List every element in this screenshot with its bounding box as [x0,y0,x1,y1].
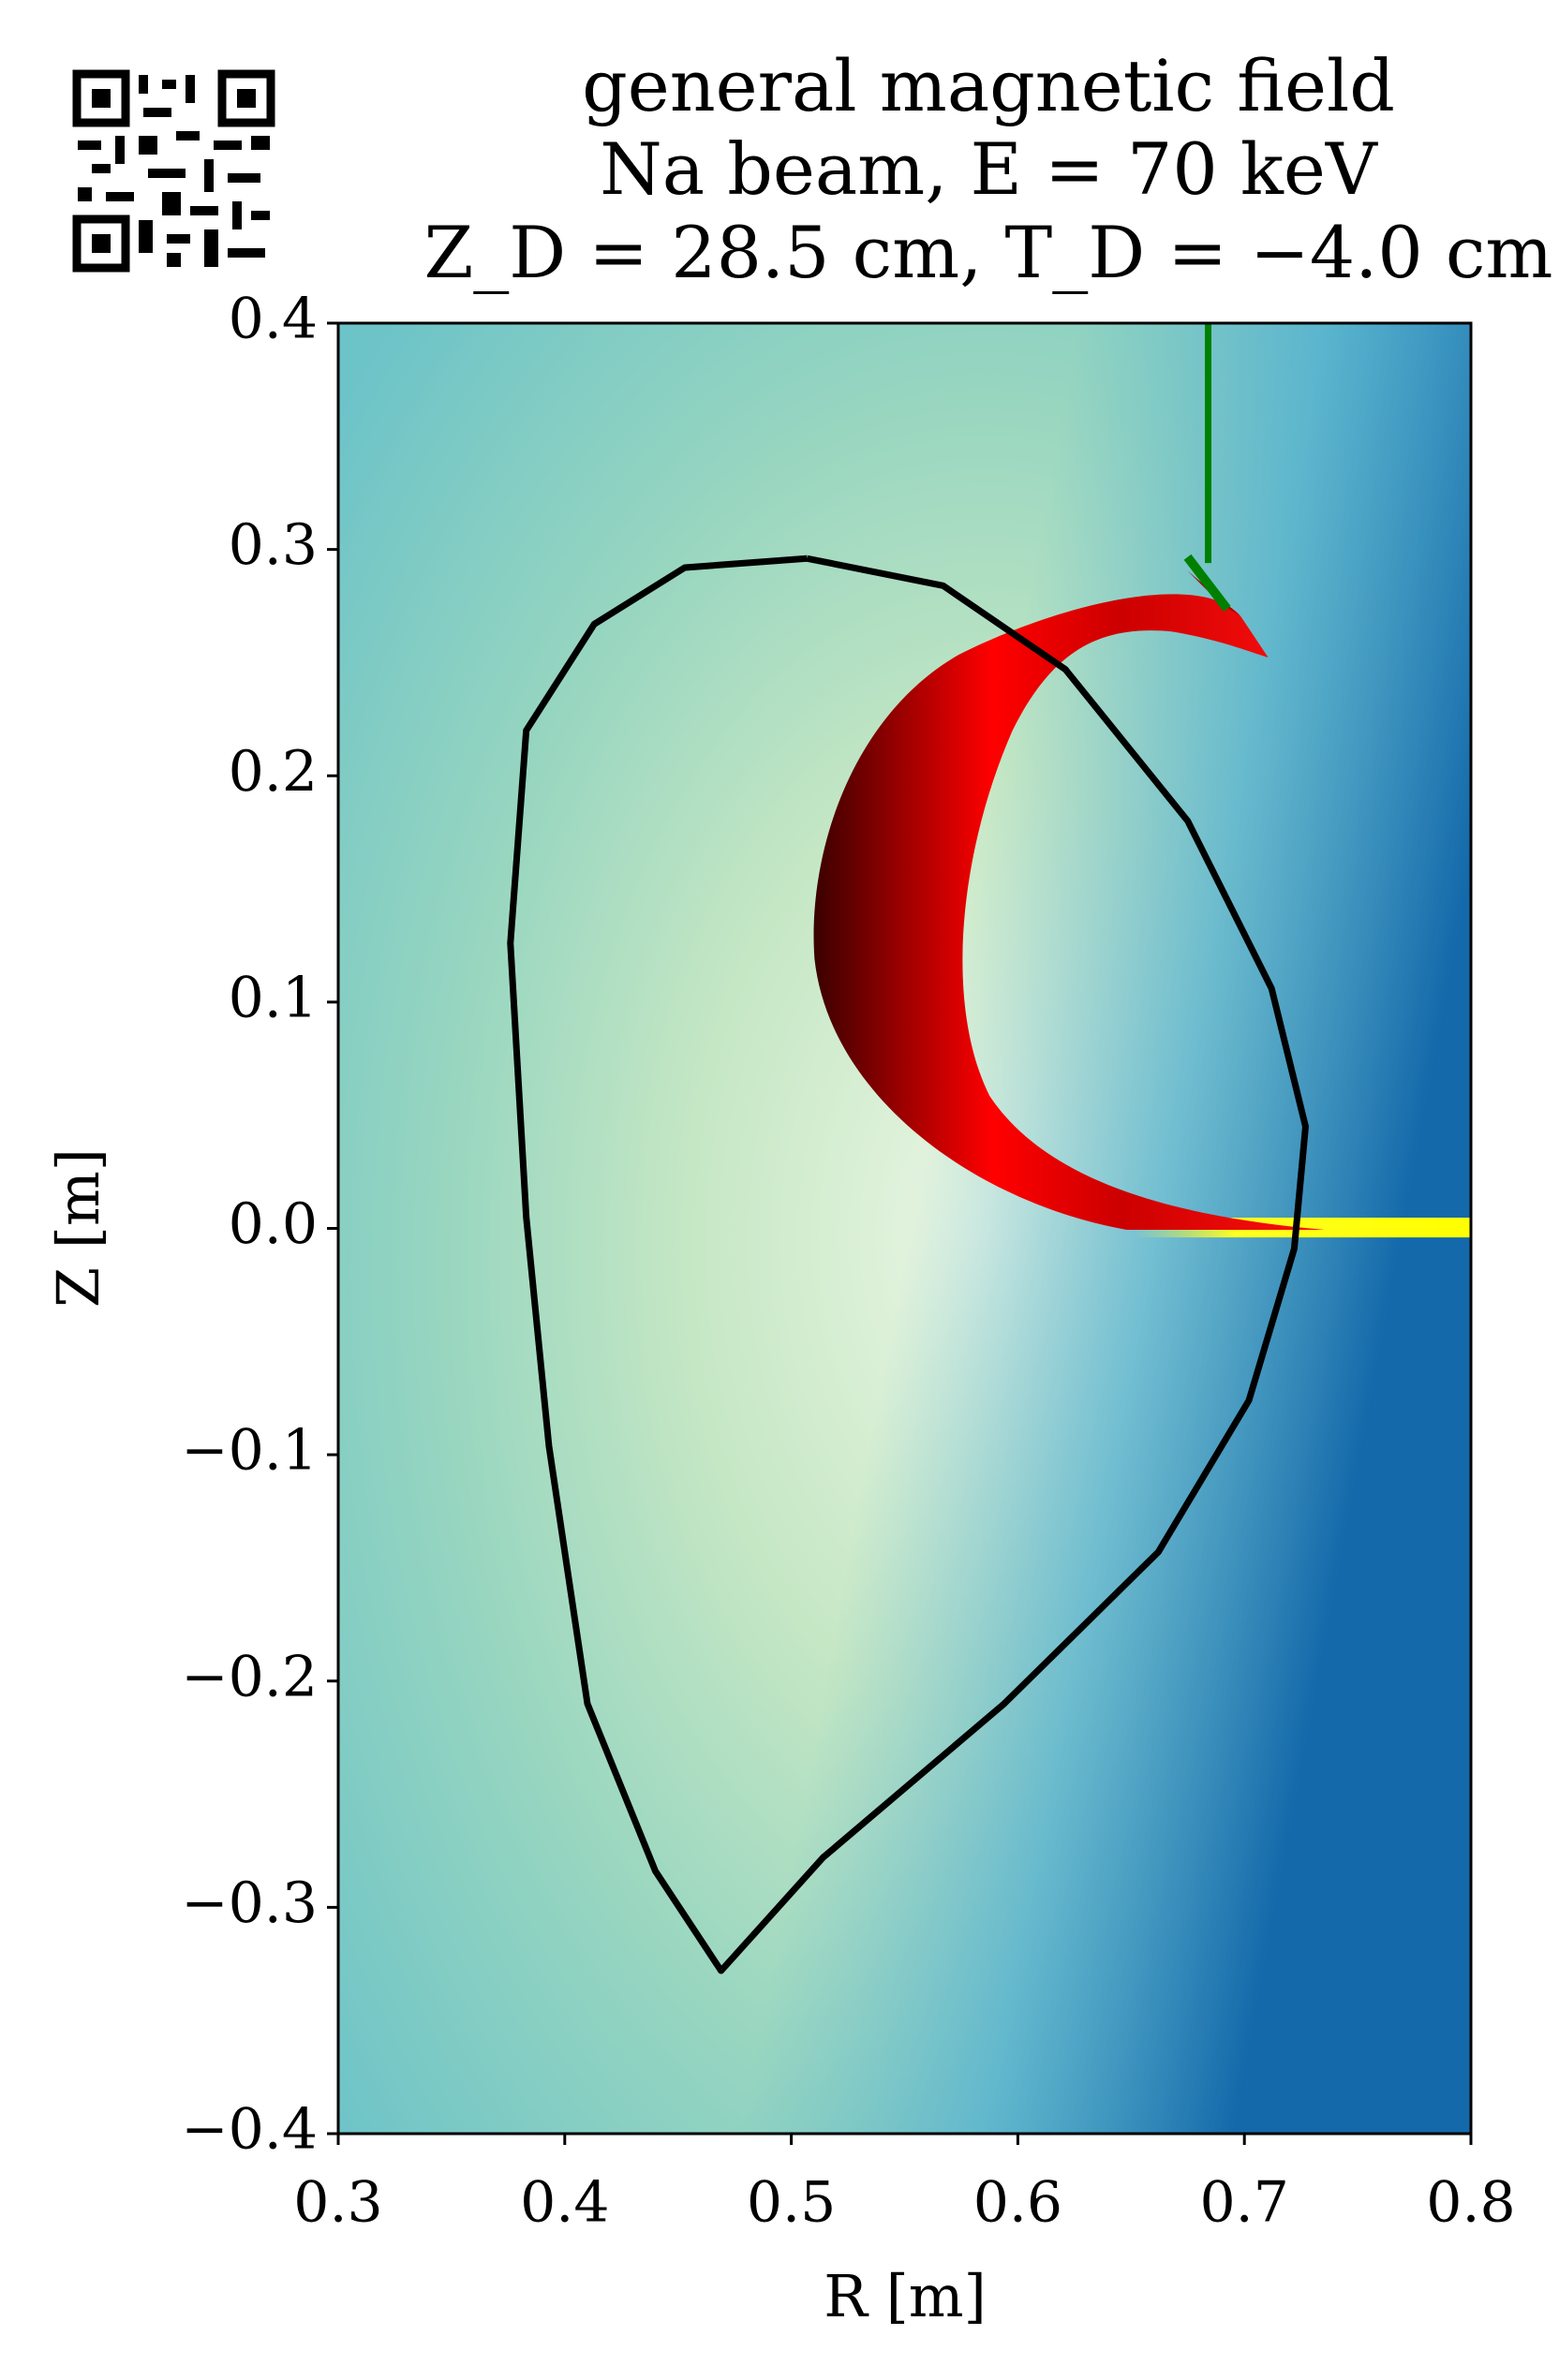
y-tick-label: 0.3 [229,512,318,578]
x-tick-label: 0.8 [1426,2170,1515,2236]
y-tick-label: −0.4 [181,2097,318,2163]
qr-code [72,69,275,273]
y-tick-label: 0.0 [229,1191,318,1257]
x-axis-label: R [m] [824,2262,987,2330]
trajectory-fan [813,594,1325,1230]
series-line [507,554,1309,1974]
x-tick-label: 0.5 [747,2170,836,2236]
x-tick-label: 0.3 [293,2170,382,2236]
title-line: Na beam, E = 70 keV [600,127,1378,211]
y-tick-label: −0.3 [181,1870,318,1936]
y-tick-label: 0.4 [229,287,318,352]
title-line: general magnetic field [582,44,1395,127]
detector [1183,554,1231,612]
field-contour [338,323,1471,2134]
title-line: Z_D = 28.5 cm, T_D = −4.0 cm [423,211,1552,294]
y-tick-label: 0.1 [229,965,318,1030]
y-tick-label: 0.2 [229,739,318,805]
x-tick-label: 0.6 [973,2170,1062,2236]
y-tick-label: −0.1 [181,1418,318,1484]
x-tick-label: 0.4 [520,2170,609,2236]
x-tick-label: 0.7 [1199,2170,1288,2236]
y-axis-label: Z [m] [44,1148,112,1308]
y-tick-label: −0.2 [181,1644,318,1709]
